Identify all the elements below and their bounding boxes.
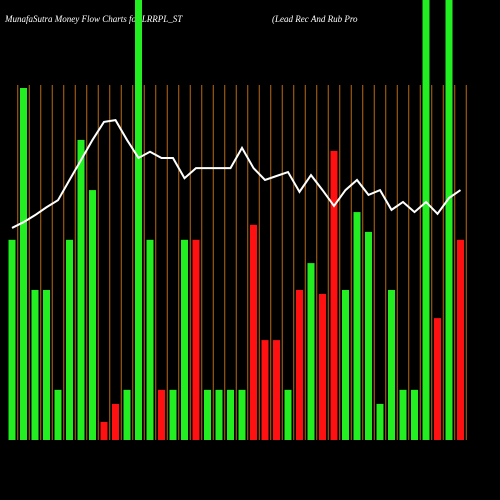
chart-title: MunafaSutra Money Flow Charts for LRRPL_… — [4, 14, 183, 24]
bar — [411, 389, 418, 440]
bar — [388, 289, 395, 440]
bar — [54, 389, 62, 440]
bar — [135, 0, 142, 440]
bar — [100, 421, 108, 440]
bar — [20, 88, 27, 440]
bar — [261, 340, 269, 440]
bar — [250, 224, 257, 440]
bar — [330, 150, 338, 441]
bar — [192, 239, 200, 440]
bar — [457, 239, 464, 440]
bar — [31, 289, 39, 440]
bar — [227, 389, 234, 440]
bar — [376, 403, 384, 440]
bar — [66, 239, 73, 440]
bar — [319, 293, 326, 440]
bar — [146, 239, 154, 440]
bar — [181, 239, 188, 440]
bar — [158, 389, 165, 440]
bar — [353, 212, 361, 440]
bar — [238, 389, 246, 440]
bar — [204, 389, 211, 440]
flow-line — [11, 119, 462, 229]
bar — [365, 231, 372, 440]
bar — [8, 239, 16, 440]
bar — [445, 0, 453, 440]
bar — [399, 389, 407, 440]
bar — [123, 389, 131, 440]
bar — [284, 389, 292, 440]
bar — [43, 289, 50, 440]
bar — [112, 403, 119, 440]
chart-subtitle: (Lead Rec And Rub Pro — [272, 14, 358, 24]
bar — [296, 289, 303, 440]
bar — [422, 0, 430, 440]
bar — [77, 139, 85, 441]
bar — [215, 389, 223, 440]
bar — [169, 389, 177, 440]
bar — [89, 190, 96, 440]
bar — [307, 263, 315, 440]
bar — [342, 289, 349, 440]
bar — [273, 340, 280, 440]
bar — [434, 318, 441, 440]
